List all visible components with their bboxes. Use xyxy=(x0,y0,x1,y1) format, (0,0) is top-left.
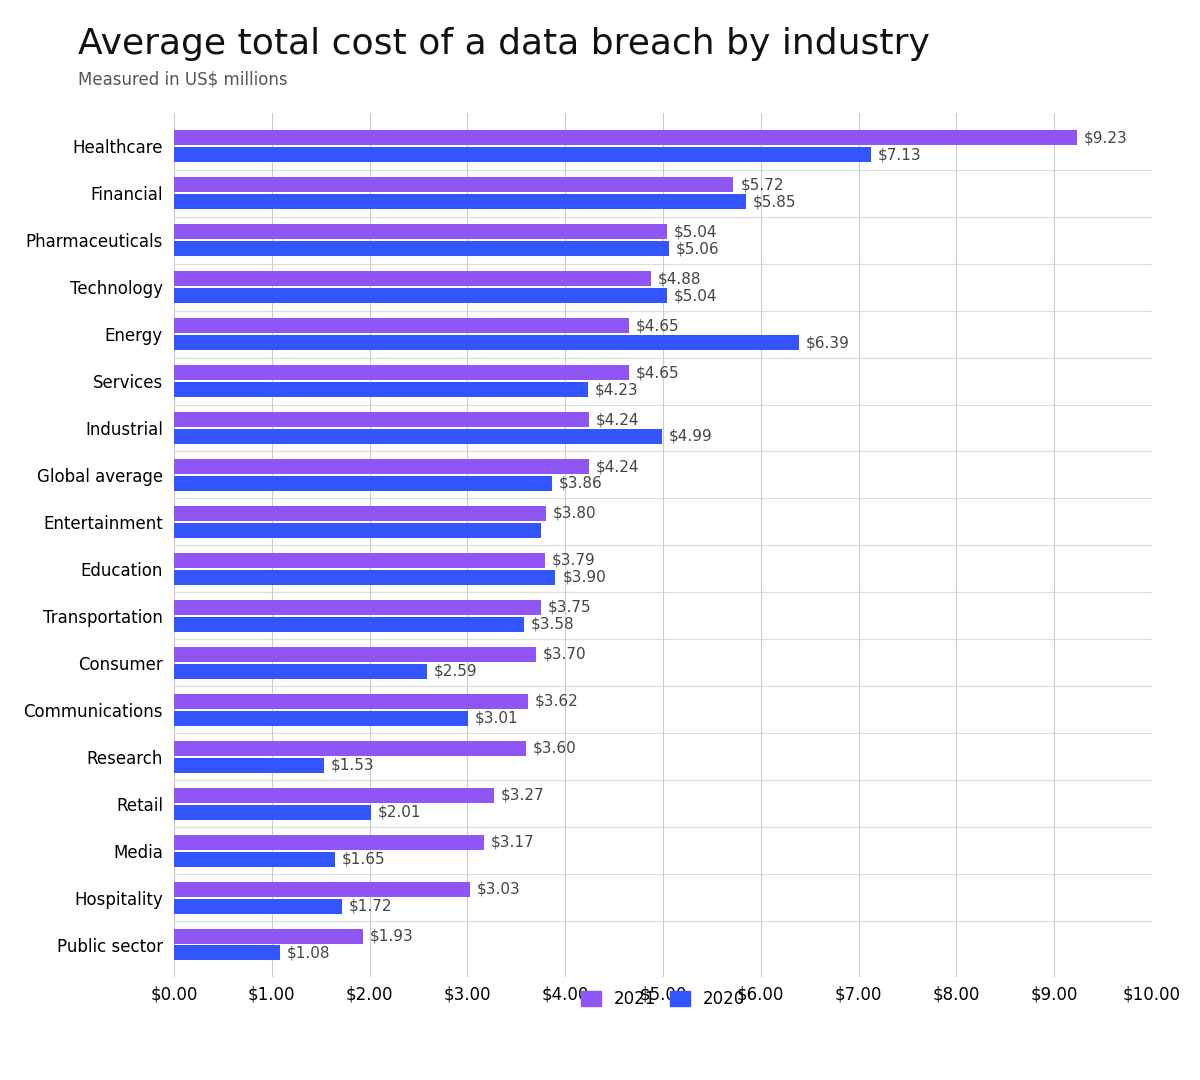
Text: $2.59: $2.59 xyxy=(434,664,478,678)
Text: $1.53: $1.53 xyxy=(330,758,374,772)
Text: $4.65: $4.65 xyxy=(636,319,679,333)
Bar xyxy=(174,758,324,772)
Text: $5.85: $5.85 xyxy=(752,194,797,210)
Text: $3.79: $3.79 xyxy=(552,553,595,568)
Text: $3.86: $3.86 xyxy=(558,476,602,491)
Text: $3.01: $3.01 xyxy=(475,711,518,726)
Bar xyxy=(174,241,668,256)
Text: $4.24: $4.24 xyxy=(595,413,640,427)
Text: $3.70: $3.70 xyxy=(542,647,587,662)
Text: $2.01: $2.01 xyxy=(378,805,421,820)
Bar xyxy=(174,429,662,444)
Bar xyxy=(174,693,528,708)
Bar xyxy=(174,505,546,521)
Bar xyxy=(174,929,362,944)
Bar xyxy=(174,570,556,585)
Text: Average total cost of a data breach by industry: Average total cost of a data breach by i… xyxy=(78,27,930,60)
Text: $9.23: $9.23 xyxy=(1084,131,1127,146)
Text: $1.93: $1.93 xyxy=(370,929,413,944)
Text: $1.72: $1.72 xyxy=(349,899,392,914)
Text: $3.75: $3.75 xyxy=(547,599,592,615)
Text: $3.17: $3.17 xyxy=(491,835,534,850)
Bar xyxy=(174,664,427,678)
Bar xyxy=(174,271,652,286)
Bar xyxy=(174,225,667,240)
Text: $3.80: $3.80 xyxy=(552,505,596,521)
Text: $3.03: $3.03 xyxy=(478,881,521,896)
Bar xyxy=(174,459,589,474)
Bar xyxy=(174,147,871,162)
Bar xyxy=(174,599,541,615)
Bar xyxy=(174,553,545,568)
Text: $3.27: $3.27 xyxy=(500,787,545,802)
Bar xyxy=(174,288,667,303)
Bar xyxy=(174,899,342,914)
Bar xyxy=(174,945,280,960)
Text: $4.23: $4.23 xyxy=(594,382,638,397)
Bar xyxy=(174,365,629,380)
Text: $5.06: $5.06 xyxy=(676,241,719,256)
Text: $4.24: $4.24 xyxy=(595,459,640,474)
Bar xyxy=(174,413,589,427)
Bar xyxy=(174,177,733,192)
Bar xyxy=(174,131,1076,146)
Text: $4.65: $4.65 xyxy=(636,365,679,380)
Bar xyxy=(174,835,484,850)
Text: $5.04: $5.04 xyxy=(673,288,718,303)
Text: Measured in US$ millions: Measured in US$ millions xyxy=(78,70,288,89)
Legend: 2021, 2020: 2021, 2020 xyxy=(572,982,754,1016)
Text: $7.13: $7.13 xyxy=(878,147,922,162)
Text: $3.60: $3.60 xyxy=(533,741,577,756)
Bar xyxy=(174,881,470,896)
Bar xyxy=(174,476,552,491)
Bar xyxy=(174,194,746,210)
Text: $5.04: $5.04 xyxy=(673,225,718,240)
Text: $3.58: $3.58 xyxy=(530,617,575,632)
Text: $4.99: $4.99 xyxy=(668,429,713,444)
Bar xyxy=(174,851,335,866)
Text: $5.72: $5.72 xyxy=(740,177,784,192)
Text: $4.88: $4.88 xyxy=(658,271,702,286)
Text: $3.90: $3.90 xyxy=(563,570,606,585)
Bar xyxy=(174,805,371,820)
Bar xyxy=(174,523,541,538)
Bar xyxy=(174,787,494,802)
Text: $3.62: $3.62 xyxy=(535,693,578,708)
Bar xyxy=(174,335,799,350)
Text: $1.08: $1.08 xyxy=(287,945,330,960)
Text: $6.39: $6.39 xyxy=(805,335,850,350)
Bar xyxy=(174,647,536,662)
Bar xyxy=(174,617,524,632)
Bar xyxy=(174,741,526,756)
Bar xyxy=(174,319,629,333)
Text: $1.65: $1.65 xyxy=(342,851,386,866)
Bar xyxy=(174,382,588,397)
Bar xyxy=(174,711,468,726)
